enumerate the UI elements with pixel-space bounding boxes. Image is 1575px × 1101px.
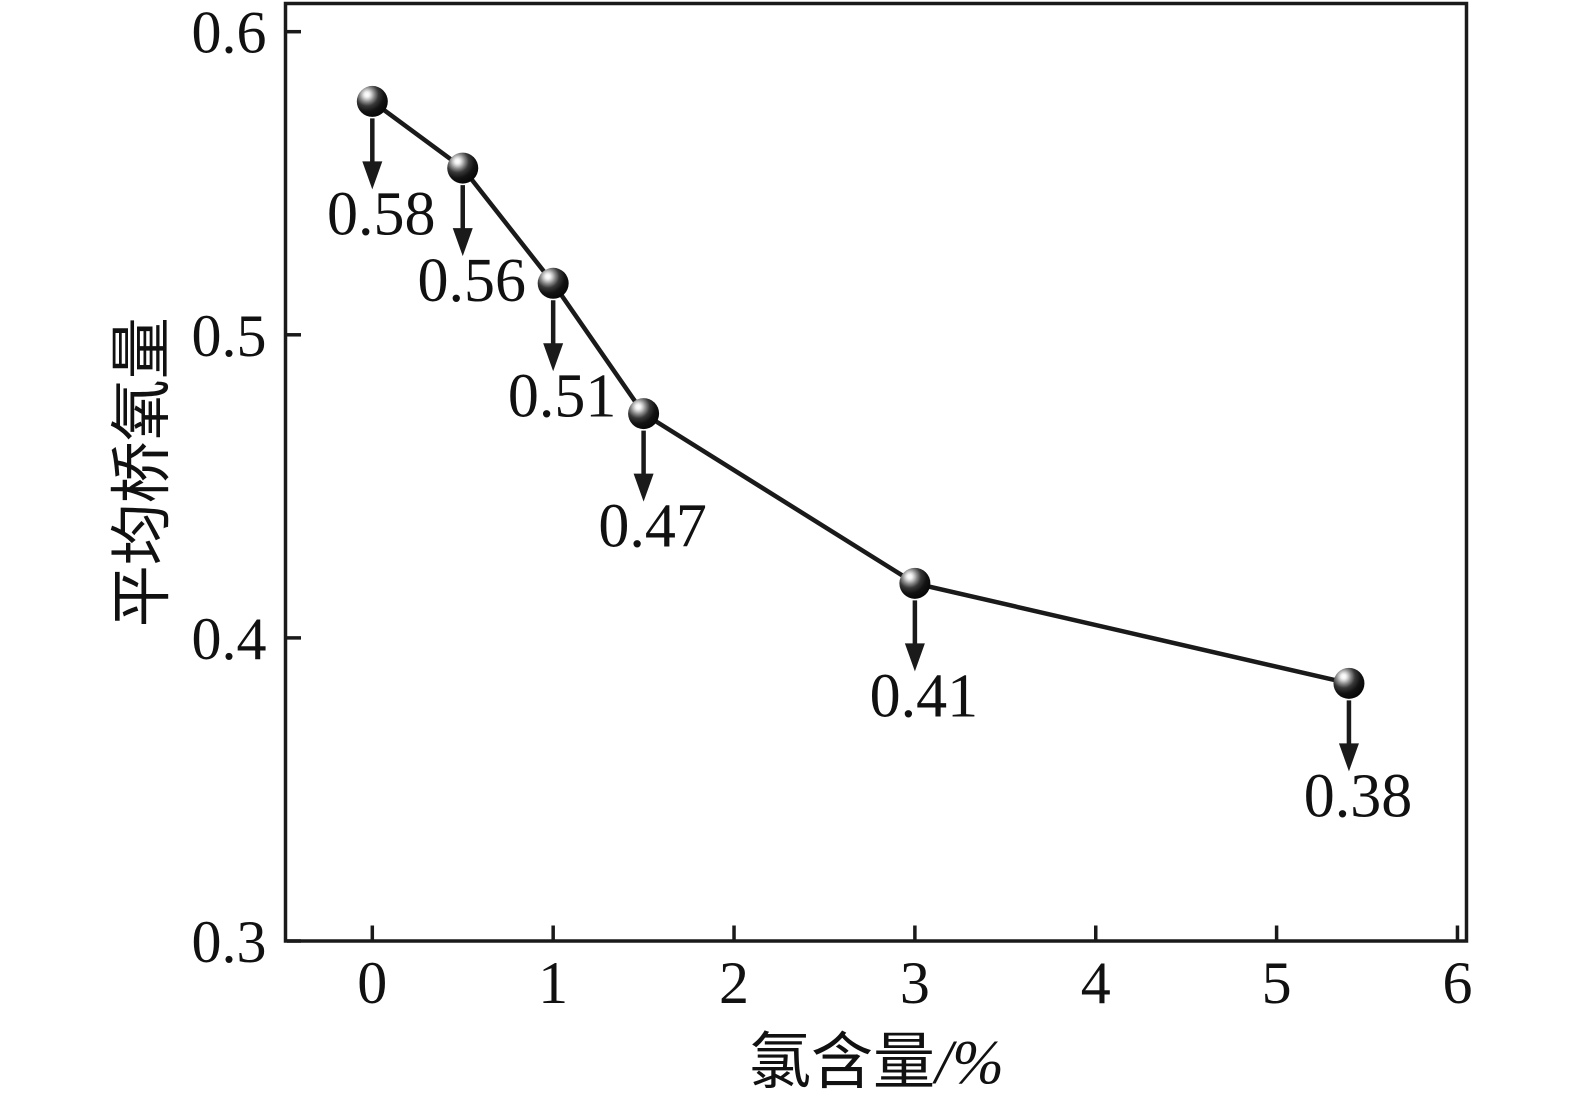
x-axis-title-unit: /% <box>932 1029 1004 1097</box>
data-point-marker <box>628 398 660 430</box>
data-point-label: 0.41 <box>870 662 979 730</box>
y-tick-label: 0.4 <box>192 606 267 672</box>
annotation-arrow-head <box>633 473 654 502</box>
x-axis-title: 氯含量/% <box>749 1029 1004 1097</box>
data-point-marker <box>537 267 569 299</box>
data-point-label: 0.58 <box>327 180 436 248</box>
x-tick-label: 4 <box>1081 950 1111 1016</box>
x-tick-label: 3 <box>900 950 930 1016</box>
annotation-arrow-head <box>362 161 383 190</box>
y-axis-title: 平均桥氧量 <box>109 317 177 627</box>
x-tick-label: 6 <box>1442 950 1472 1016</box>
x-tick-label: 1 <box>538 950 568 1016</box>
x-tick-label: 0 <box>357 950 387 1016</box>
x-tick-label: 2 <box>719 950 749 1016</box>
x-tick-label: 5 <box>1262 950 1292 1016</box>
data-point-label: 0.38 <box>1304 762 1413 830</box>
annotation-arrow-head <box>1338 743 1359 772</box>
data-point-marker <box>899 567 931 599</box>
y-tick-label: 0.6 <box>192 0 267 66</box>
plot-border <box>283 1 1469 943</box>
y-tick-label: 0.5 <box>192 303 267 369</box>
annotation-arrow-head <box>904 643 925 672</box>
data-point-marker <box>1333 667 1365 699</box>
annotation-arrow-head <box>543 343 564 372</box>
data-point-marker <box>356 85 388 117</box>
y-tick-label: 0.3 <box>192 909 267 975</box>
series-line <box>370 99 1352 686</box>
x-axis-title-text: 氯含量 <box>749 1029 935 1097</box>
data-point-label: 0.56 <box>417 247 526 315</box>
data-point-label: 0.51 <box>508 362 617 430</box>
data-point-marker <box>447 152 479 184</box>
annotation-arrow-head <box>452 228 473 257</box>
data-point-label: 0.47 <box>598 493 707 561</box>
